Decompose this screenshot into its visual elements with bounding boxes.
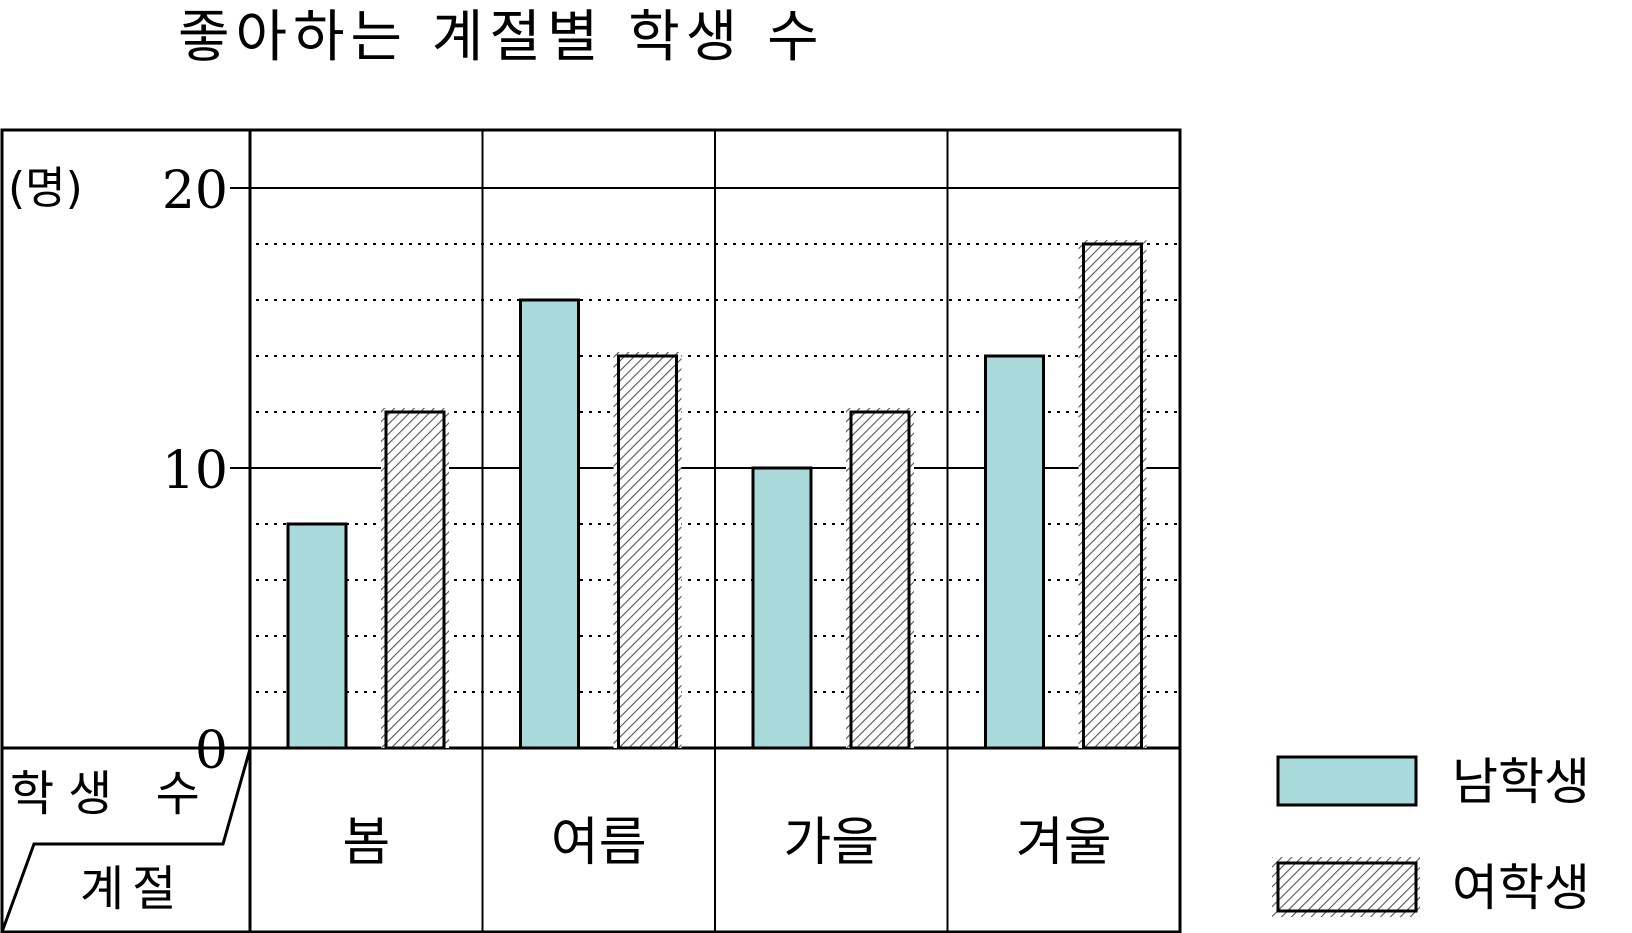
chart-title: 좋아하는 계절별 학생 수 xyxy=(178,5,825,70)
bar-남학생-겨울 xyxy=(984,354,1045,750)
bar-여학생-여름 xyxy=(617,354,678,750)
legend-swatch xyxy=(1276,755,1418,807)
y-tick-label: 20 xyxy=(162,161,228,221)
bar-남학생-봄 xyxy=(286,522,348,750)
legend-label: 여학생 xyxy=(1452,859,1590,917)
corner-header-bottom: 계절 xyxy=(80,861,184,917)
category-label: 가을 xyxy=(783,813,879,873)
bar-여학생-겨울 xyxy=(1082,242,1143,750)
chart-frame xyxy=(0,128,1182,933)
x-axis-categories: 봄 여름 가을 겨울 xyxy=(342,813,1111,873)
bar-남학생-여름 xyxy=(519,298,580,750)
category-label: 겨울 xyxy=(1016,813,1112,873)
corner-header-top: 학생 수 xyxy=(10,766,214,822)
y-tick-label: 0 xyxy=(195,721,228,781)
corner-header: 학생 수 계절 xyxy=(0,748,252,933)
category-label: 여름 xyxy=(551,813,647,873)
legend-label: 남학생 xyxy=(1452,753,1590,811)
category-label: 봄 xyxy=(342,813,390,873)
y-unit-label: (명) xyxy=(8,163,83,214)
bars xyxy=(286,240,1147,750)
y-tick-label: 10 xyxy=(162,441,228,501)
y-axis-ticks: 0 10 20 xyxy=(162,161,228,781)
bar-남학생-가을 xyxy=(751,466,813,750)
legend-swatch xyxy=(1276,861,1418,913)
bar-여학생-봄 xyxy=(384,410,446,750)
bar-여학생-가을 xyxy=(849,410,911,750)
